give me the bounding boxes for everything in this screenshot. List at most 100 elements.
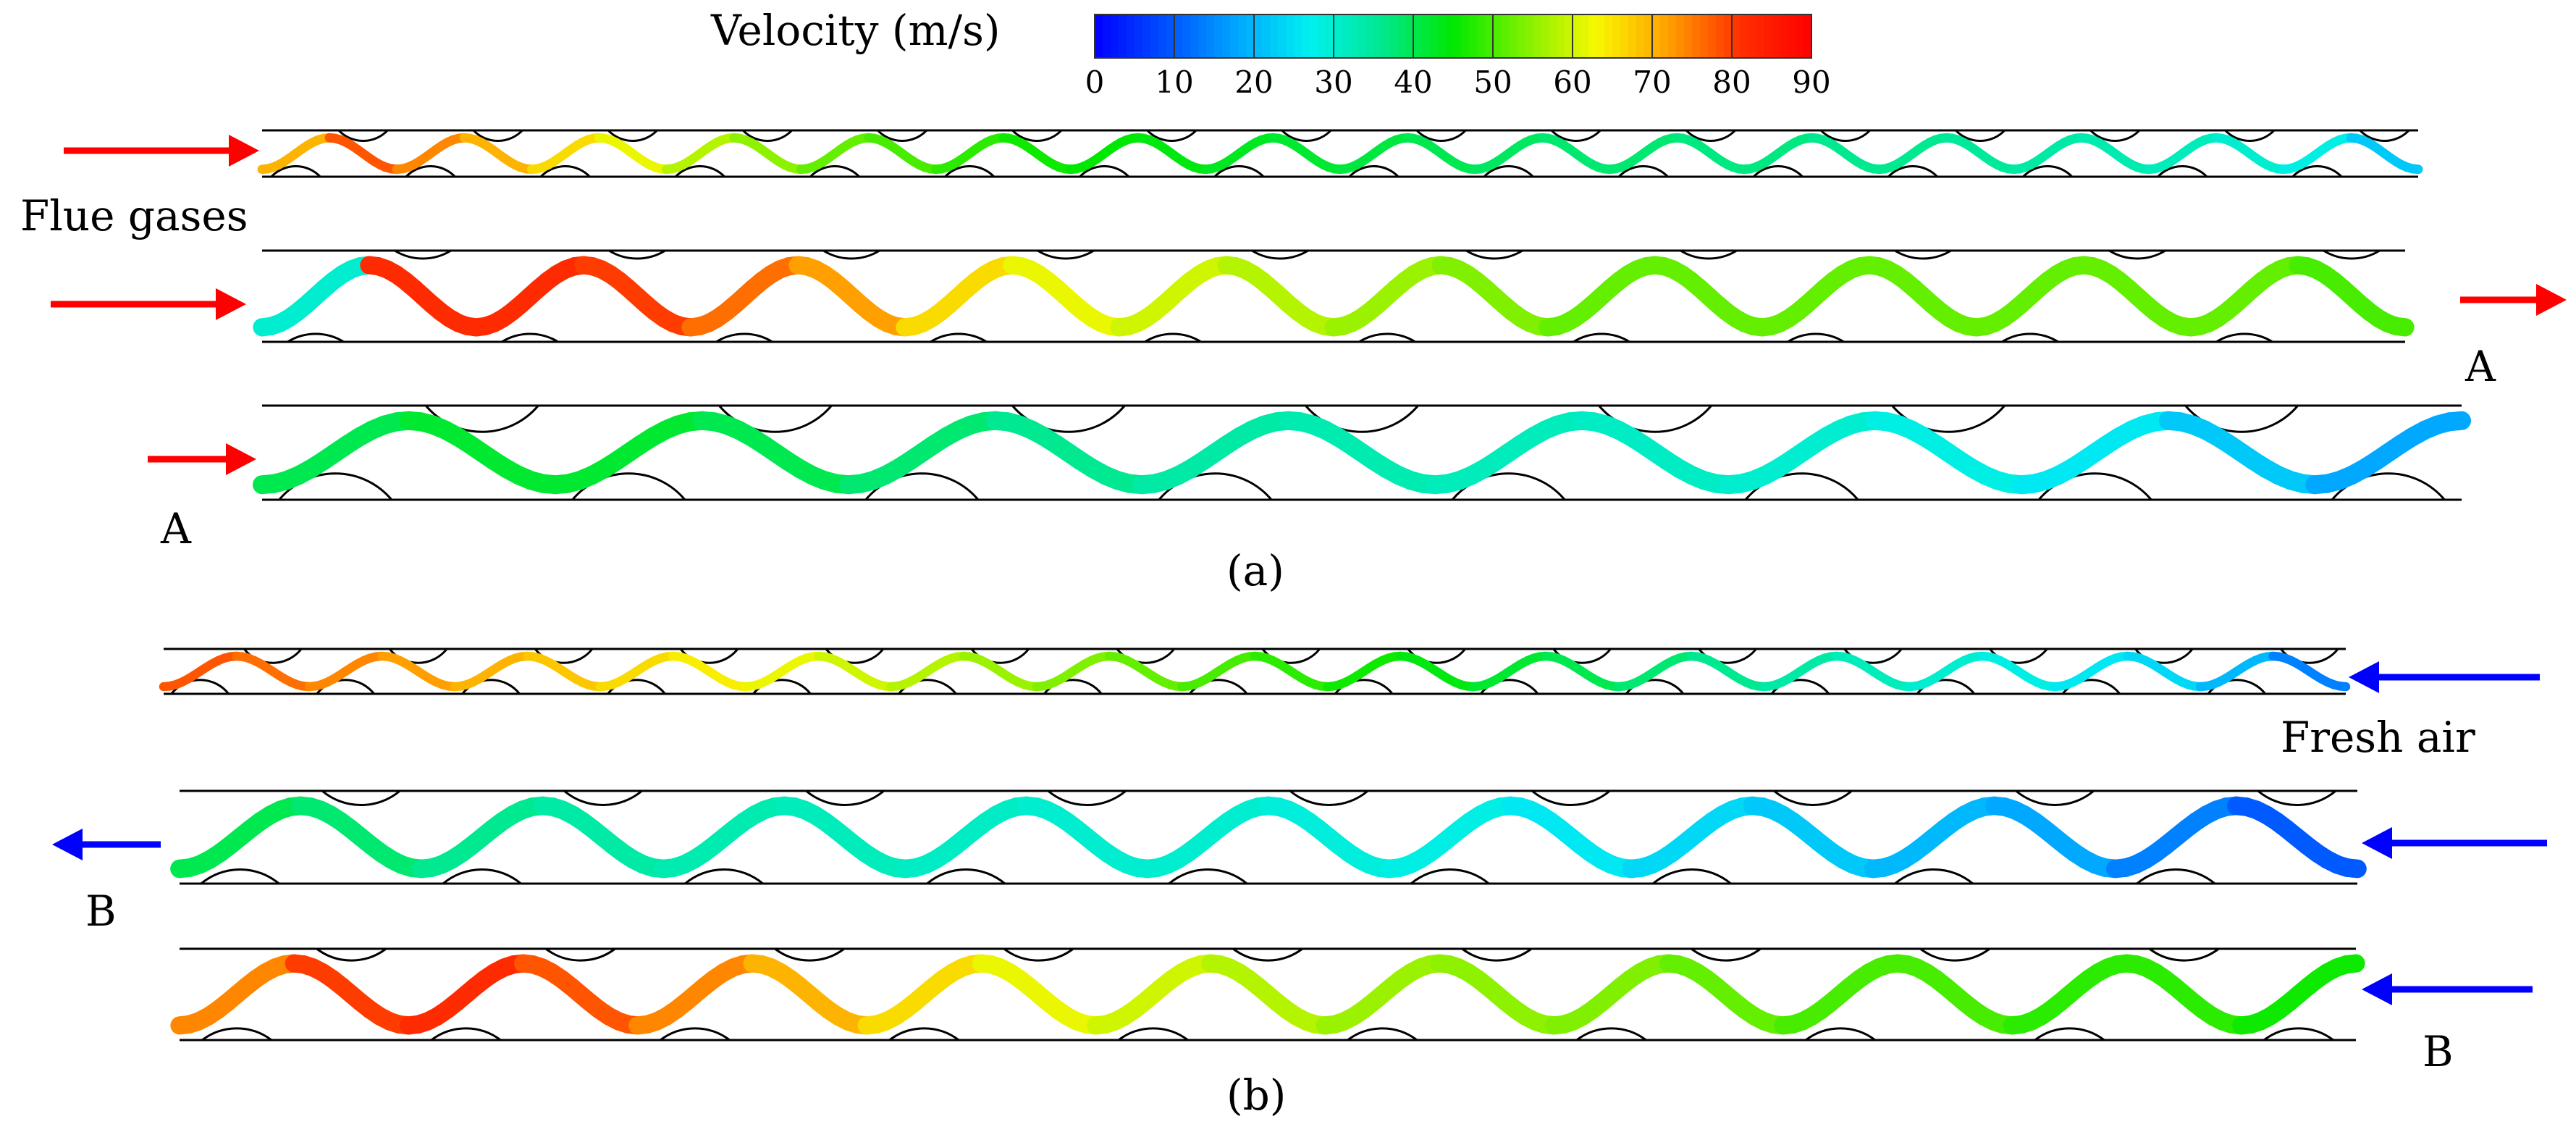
colorbar-segment [1397, 14, 1406, 58]
colorbar-segment [1525, 14, 1533, 58]
arrow-head [2362, 973, 2392, 1005]
colorbar-segment [1166, 14, 1175, 58]
colorbar-segment [1413, 14, 1422, 58]
colorbar-tick-label: 60 [1553, 64, 1591, 100]
corrugation-arc-bottom [1887, 164, 1938, 178]
corrugation-arc-top [1955, 129, 2005, 143]
colorbar-segment [1214, 14, 1223, 58]
colorbar-segment [1342, 14, 1350, 58]
colorbar-segment [1190, 14, 1199, 58]
flow-stream-segment [2335, 682, 2351, 692]
colorbar-segment [1350, 14, 1358, 58]
corrugation-arc-top [1680, 249, 1738, 260]
colorbar-segment [1318, 14, 1326, 58]
corrugation-arc-bottom [1617, 164, 1669, 178]
colorbar-segment [1358, 14, 1366, 58]
colorbar-segment [1453, 14, 1462, 58]
colorbar-segment [1469, 14, 1478, 58]
panel-a-passage-1 [257, 129, 2423, 178]
corrugation-arc-bottom [2263, 1027, 2334, 1041]
corrugation-arc-bottom [405, 164, 456, 178]
colorbar-segment [1278, 14, 1287, 58]
flow-stream-segment [2440, 411, 2471, 432]
corrugation-arc-bottom [2034, 1027, 2105, 1041]
corrugation-arc-top [2108, 249, 2166, 260]
panel-b: Fresh air B B (b) [52, 647, 2547, 1120]
corrugation-arc-bottom [1483, 164, 1534, 178]
colorbar-segment [1748, 14, 1756, 58]
corrugation-arc-bottom [926, 868, 1006, 885]
colorbar-segment [1095, 14, 1103, 58]
colorbar-tick-label: 30 [1314, 64, 1352, 100]
corrugation-arc-top [394, 249, 452, 260]
colorbar-segment [1142, 14, 1151, 58]
colorbar-tick-label: 50 [1473, 64, 1512, 100]
panel-b-passage-3 [170, 947, 2365, 1041]
colorbar-tick-label: 20 [1234, 64, 1273, 100]
colorbar-segment [1461, 14, 1470, 58]
colorbar-segment [1485, 14, 1494, 58]
colorbar-segment [1373, 14, 1382, 58]
colorbar-segment [1174, 14, 1183, 58]
panel-a-passage-2 [253, 249, 2415, 343]
corrugation-arc-top [1003, 947, 1074, 962]
corrugation-arc-bottom [930, 332, 988, 343]
colorbar-segment [1198, 14, 1207, 58]
colorbar-segment [1604, 14, 1613, 58]
panel-b-caption: (b) [1226, 1070, 1286, 1120]
colorbar-segment [1573, 14, 1581, 58]
corrugation-arc-bottom [1805, 1027, 1876, 1041]
colorbar-segment [1389, 14, 1398, 58]
colorbar-segment [1302, 14, 1310, 58]
colorbar-segment [1294, 14, 1302, 58]
corrugation-arc-top [1146, 129, 1197, 143]
colorbar-segment [1652, 14, 1661, 58]
corrugation-arc-bottom [2291, 164, 2343, 178]
corrugation-arc-bottom [1753, 164, 1803, 178]
arrow-head [2536, 284, 2567, 316]
corrugation-arc-top [337, 129, 389, 143]
corrugation-arc-top [1465, 249, 1523, 260]
corrugation-arc-bottom [200, 868, 280, 885]
colorbar-segment [1381, 14, 1390, 58]
colorbar-segment [1501, 14, 1510, 58]
corrugation-arc-top [2089, 129, 2141, 143]
corrugation-arc-bottom [2001, 332, 2059, 343]
arrow-head [2349, 661, 2379, 693]
corrugation-arc-top [2323, 249, 2381, 260]
corrugation-arc-bottom [1079, 164, 1130, 178]
colorbar-segment [1732, 14, 1741, 58]
colorbar-segment [1334, 14, 1342, 58]
corrugation-arc-top [1685, 129, 1736, 143]
corrugation-arc-top [472, 129, 523, 143]
colorbar [1094, 14, 1812, 59]
colorbar-segment [1533, 14, 1541, 58]
connector-b-label-right: B [2423, 1027, 2454, 1076]
colorbar-segment [1111, 14, 1119, 58]
corrugation-arc-bottom [2215, 332, 2273, 343]
arrow-head [216, 288, 246, 320]
colorbar-segment [1158, 14, 1167, 58]
colorbar-segment [1700, 14, 1709, 58]
colorbar-segment [1588, 14, 1597, 58]
connector-a-label-left: A [160, 504, 192, 553]
corrugation-arc-bottom [1144, 332, 1202, 343]
colorbar-segment [1708, 14, 1717, 58]
colorbar-segment [1238, 14, 1247, 58]
corrugation-arc-bottom [2022, 164, 2074, 178]
colorbar-segment [1549, 14, 1557, 58]
panel-a-passage-3 [253, 404, 2471, 501]
colorbar-segment [1541, 14, 1549, 58]
colorbar-segment [1127, 14, 1135, 58]
colorbar-tick-label: 0 [1085, 64, 1105, 100]
corrugation-arc-bottom [501, 332, 559, 343]
colorbar-segment [1493, 14, 1502, 58]
corrugation-arc-top [1037, 249, 1095, 260]
colorbar-segment [1596, 14, 1605, 58]
colorbar-segment [1740, 14, 1748, 58]
corrugation-arc-bottom [1348, 164, 1399, 178]
corrugation-arc-bottom [1358, 332, 1416, 343]
corrugation-arc-bottom [1213, 164, 1265, 178]
corrugation-arc-top [563, 789, 643, 807]
